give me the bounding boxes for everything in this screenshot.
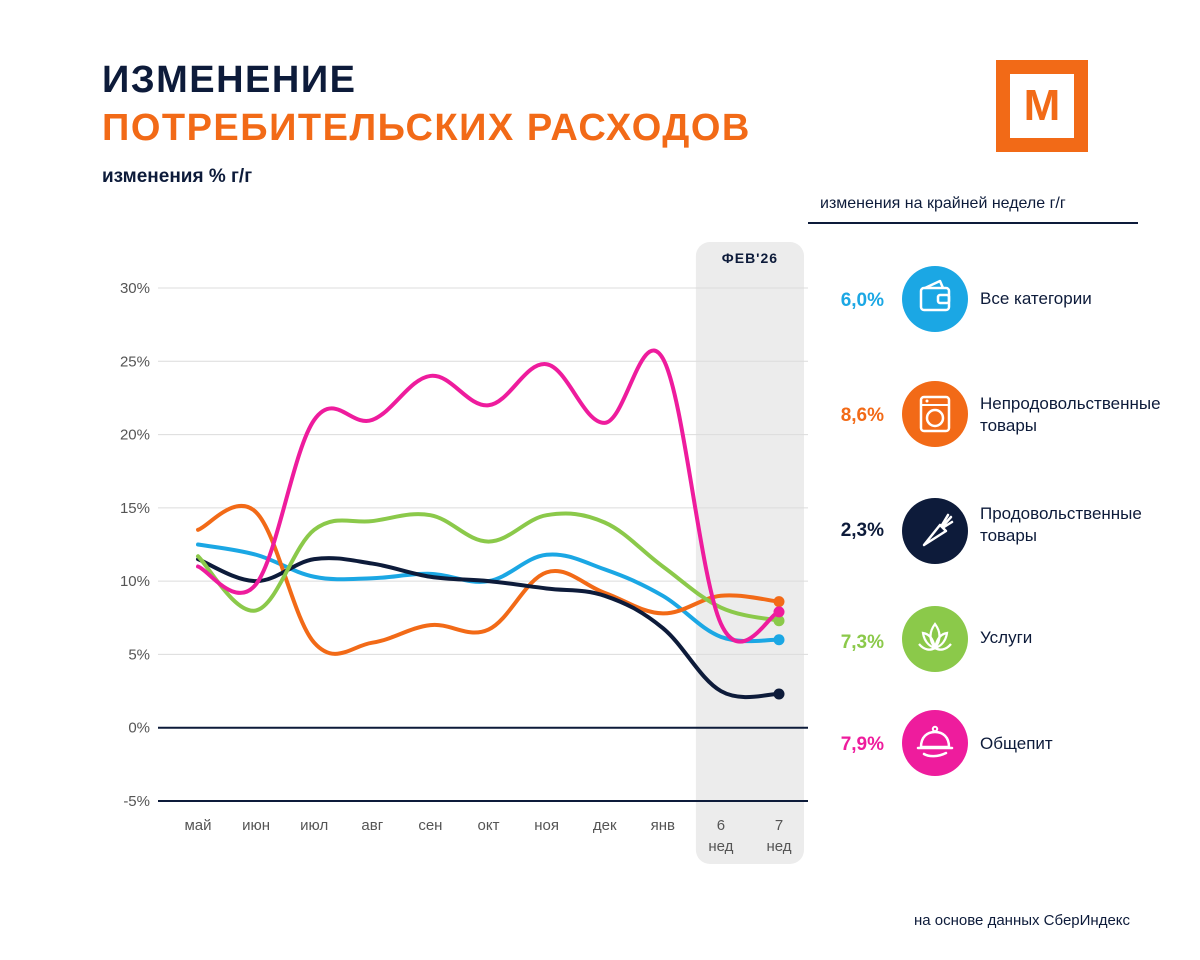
legend-label-food: Продовольственные товары [980, 504, 1142, 545]
legend-value-services: 7,3% [840, 632, 884, 653]
x-tick-label: июн [242, 817, 270, 834]
legend-icon-food [902, 498, 968, 564]
page-title-line2: ПОТРЕБИТЕЛЬСКИХ РАСХОДОВ [102, 107, 751, 149]
legend-value-nonfood: 8,6% [840, 405, 884, 426]
x-tick-label: дек [593, 817, 617, 834]
series-end-point-4 [773, 606, 785, 618]
y-tick-label: -5% [123, 793, 150, 810]
x-tick-label: 7 нед [766, 817, 791, 855]
series-line-4 [196, 348, 781, 644]
highlight-band [695, 242, 804, 864]
logo-inner: М [1010, 74, 1074, 138]
y-tick-label: 25% [120, 353, 150, 370]
y-tick-label: 15% [120, 500, 150, 517]
legend-icon-catering [902, 710, 968, 776]
x-tick-label: авг [361, 817, 383, 834]
washing-machine-icon [919, 395, 951, 433]
carrot-icon [922, 513, 954, 547]
series-end-point-0 [773, 634, 785, 646]
series-line-1 [196, 503, 781, 656]
x-tick-label: янв [651, 817, 675, 834]
x-tick-label: ноя [534, 817, 559, 834]
series-line-2 [196, 556, 781, 700]
legend-value-all: 6,0% [840, 290, 884, 311]
lotus-icon [918, 622, 952, 651]
page-title-line1: ИЗМЕНЕНИЕ [102, 59, 357, 101]
legend-label-all: Все категории [980, 289, 1092, 308]
legend-icon-services [902, 606, 968, 672]
legend-divider [808, 222, 1138, 224]
x-tick-label: окт [478, 817, 500, 834]
y-tick-label: 5% [128, 646, 150, 663]
legend-icon-all [902, 266, 968, 332]
legend-icon-nonfood [902, 381, 968, 447]
highlight-label: ФЕВ'26 [722, 250, 778, 266]
x-tick-label: сен [418, 817, 442, 834]
brand-logo: М [996, 60, 1088, 152]
x-tick-label: 6 нед [708, 817, 733, 855]
legend-header: изменения на крайней неделе г/г [820, 195, 1066, 212]
series-line-0 [196, 542, 781, 644]
legend-label-services: Услуги [980, 628, 1033, 647]
x-tick-label: май [184, 817, 211, 834]
logo-letter: М [1023, 81, 1061, 130]
legend-label-catering: Общепит [980, 734, 1053, 753]
legend-value-food: 2,3% [840, 520, 884, 541]
series-end-point-3 [773, 615, 785, 627]
y-tick-label: 20% [120, 427, 150, 444]
y-tick-label: 30% [120, 280, 150, 297]
cloche-icon [916, 725, 954, 758]
wallet-icon [919, 279, 951, 312]
x-tick-label: июл [300, 817, 328, 834]
source-note: на основе данных СберИндекс [914, 912, 1131, 929]
legend-value-catering: 7,9% [840, 734, 884, 755]
y-tick-label: 10% [120, 573, 150, 590]
y-tick-label: 0% [128, 720, 150, 737]
series-end-point-2 [773, 688, 785, 700]
chart-subtitle: изменения % г/г [102, 166, 253, 187]
series-line-3 [196, 511, 781, 623]
legend-label-nonfood: Непродовольственные товары [980, 394, 1161, 435]
series-end-point-1 [773, 596, 785, 608]
